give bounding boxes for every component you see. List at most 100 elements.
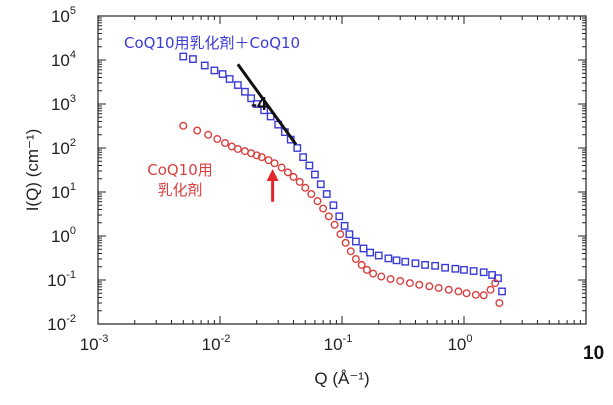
data-point-square — [247, 94, 256, 103]
data-point-circle — [336, 230, 345, 239]
y-axis-title: I(Q) (cm⁻¹) — [23, 129, 42, 212]
data-point-square — [352, 237, 360, 246]
data-point-circle — [301, 183, 310, 192]
plot-area — [97, 15, 587, 325]
data-point-square — [252, 100, 261, 108]
data-point-square — [469, 267, 478, 275]
data-point-circle — [257, 153, 266, 162]
data-point-circle — [179, 121, 188, 130]
data-point-circle — [283, 168, 292, 177]
data-point-square — [421, 261, 430, 269]
data-point-square — [299, 153, 308, 162]
data-point-circle — [233, 144, 242, 153]
data-point-circle — [324, 212, 333, 221]
data-point-circle — [377, 272, 386, 281]
data-point-circle — [307, 190, 316, 199]
data-point-square — [392, 256, 401, 265]
y-axis-tick-labels: 10-2 10-1 100 101 102 103 104 105 — [47, 5, 76, 334]
data-point-circle — [319, 204, 328, 213]
data-point-circle — [213, 135, 222, 144]
y-tick-label: 10-2 — [47, 313, 76, 334]
data-point-circle — [479, 291, 488, 300]
x-tick-label: 100 — [447, 333, 472, 354]
data-point-circle — [434, 283, 443, 292]
slope-annotation-label: -4 — [251, 94, 267, 114]
data-point-square — [498, 287, 506, 296]
data-point-circle — [462, 289, 471, 298]
data-point-square — [401, 257, 410, 266]
data-point-circle — [346, 247, 355, 256]
data-point-square — [179, 52, 188, 61]
data-point-square — [266, 112, 275, 121]
data-point-circle — [193, 126, 202, 135]
red-arrow-head — [266, 169, 279, 182]
data-point-square — [451, 264, 460, 273]
y-tick-label: 105 — [51, 5, 76, 26]
data-point-square — [479, 268, 488, 277]
data-point-square — [260, 106, 269, 115]
series-blue-squares — [179, 52, 506, 296]
data-point-square — [411, 259, 420, 268]
data-point-circle — [270, 159, 279, 168]
legend-red-series-line1: CoQ10用 — [147, 161, 213, 179]
data-point-square — [322, 190, 331, 198]
data-point-square — [374, 251, 383, 260]
data-point-square — [218, 70, 227, 78]
data-point-square — [316, 180, 325, 189]
data-point-square — [189, 55, 197, 63]
y-tick-label: 104 — [51, 49, 76, 70]
data-point-square — [345, 230, 354, 239]
data-point-square — [460, 265, 468, 274]
data-point-circle — [357, 260, 366, 269]
data-point-circle — [330, 220, 339, 229]
data-point-square — [241, 87, 249, 96]
data-point-circle — [341, 238, 350, 247]
data-point-square — [210, 66, 219, 75]
data-point-circle — [362, 265, 371, 274]
x-axis-extra-tick-label: 10 — [583, 343, 604, 364]
data-point-square — [340, 221, 349, 230]
data-point-circle — [204, 130, 213, 139]
data-point-circle — [369, 269, 378, 278]
data-point-circle — [295, 177, 304, 186]
data-point-circle — [386, 275, 395, 284]
x-tick-label: 10-2 — [202, 333, 231, 354]
data-point-square — [441, 263, 450, 272]
data-point-square — [293, 144, 302, 152]
data-point-circle — [415, 280, 424, 289]
data-point-circle — [495, 299, 504, 308]
data-point-circle — [491, 279, 500, 288]
y-tick-label: 102 — [51, 137, 76, 158]
data-point-circle — [425, 282, 434, 291]
data-point-circle — [405, 279, 414, 288]
data-point-square — [233, 81, 242, 89]
y-tick-label: 100 — [51, 225, 76, 246]
data-point-circle — [396, 276, 405, 285]
y-axis-ticks — [98, 17, 586, 325]
data-point-square — [384, 254, 393, 263]
data-point-circle — [221, 138, 230, 147]
y-tick-label: 10-1 — [47, 269, 76, 290]
data-point-square — [431, 261, 440, 270]
data-point-circle — [444, 285, 453, 294]
data-point-circle — [289, 172, 298, 181]
series-layer — [179, 52, 506, 308]
x-axis-title: Q (Å⁻¹) — [314, 369, 369, 388]
data-point-square — [335, 212, 344, 221]
data-point-square — [225, 75, 234, 83]
data-point-square — [311, 170, 319, 179]
data-point-square — [366, 248, 375, 257]
data-point-circle — [313, 197, 322, 206]
x-tick-label: 10-1 — [324, 333, 353, 354]
y-tick-label: 101 — [51, 181, 76, 202]
x-axis-ticks — [97, 16, 581, 324]
x-tick-label: 10-3 — [80, 333, 109, 354]
data-point-circle — [454, 287, 463, 296]
data-point-square — [329, 201, 338, 210]
data-point-square — [200, 61, 209, 70]
legend-blue-series: CoQ10用乳化剤＋CoQ10 — [124, 34, 300, 52]
data-point-circle — [252, 151, 261, 160]
data-point-circle — [351, 255, 360, 264]
annotation-layer — [236, 63, 298, 202]
